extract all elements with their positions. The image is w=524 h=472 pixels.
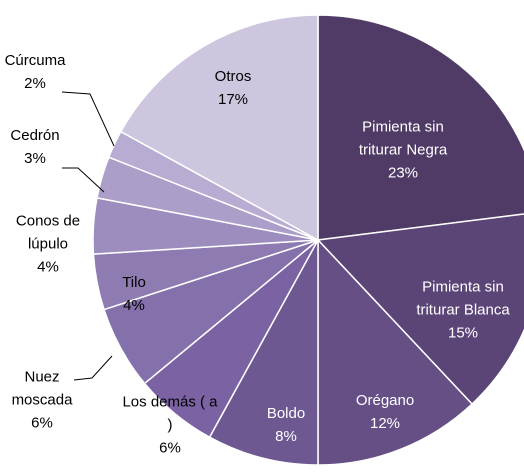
slice-label: Conos de lúpulo 4% [3,210,93,279]
slice-label: Otros 17% [193,65,273,111]
value-label: 4% [123,297,145,314]
slice-label: Pimienta sin triturar Blanca 15% [413,276,513,345]
pie-slice [317,238,474,466]
pie-slice [317,14,524,241]
category-label: Tilo [122,274,146,291]
slice-label: Cedrón 3% [0,124,75,170]
slice-label: Tilo 4% [104,271,164,317]
value-label: 23% [387,164,419,182]
category-label: Pimienta sin triturar Blanca [416,278,510,319]
value-label: 3% [24,150,46,167]
pie-slice [316,213,524,406]
category-label: Nuez moscada [11,368,73,409]
leader-line [73,355,113,381]
category-label: Cúrcuma [4,52,66,69]
category-label: Conos de lúpulo [15,212,81,253]
value-label: 15% [447,324,479,342]
slice-label: Cúrcuma 2% [0,49,75,95]
slice-label: Boldo 8% [256,402,316,448]
value-label: 6% [159,439,181,457]
value-label: 12% [369,415,401,432]
value-label: 8% [275,428,297,445]
category-label: Los demás ( a ) [122,393,218,434]
slice-label: Orégano 12% [340,389,430,435]
category-label: Otros [214,68,252,85]
slice-label: Pimienta sin triturar Negra 23% [343,116,463,185]
value-label: 4% [37,258,59,276]
pie-slice [208,239,319,466]
value-label: 6% [31,414,53,432]
leader-line [62,167,105,193]
category-label: Boldo [266,405,306,422]
leader-line [61,91,115,147]
slice-label: Nuez moscada 6% [0,366,87,435]
slice-label: Los demás ( a ) 6% [120,391,220,460]
category-label: Orégano [355,392,415,409]
pie-slice [119,14,319,242]
category-label: Pimienta sin triturar Negra [358,118,448,159]
category-label: Cedrón [10,127,60,144]
value-label: 17% [217,91,249,108]
value-label: 2% [24,75,46,92]
